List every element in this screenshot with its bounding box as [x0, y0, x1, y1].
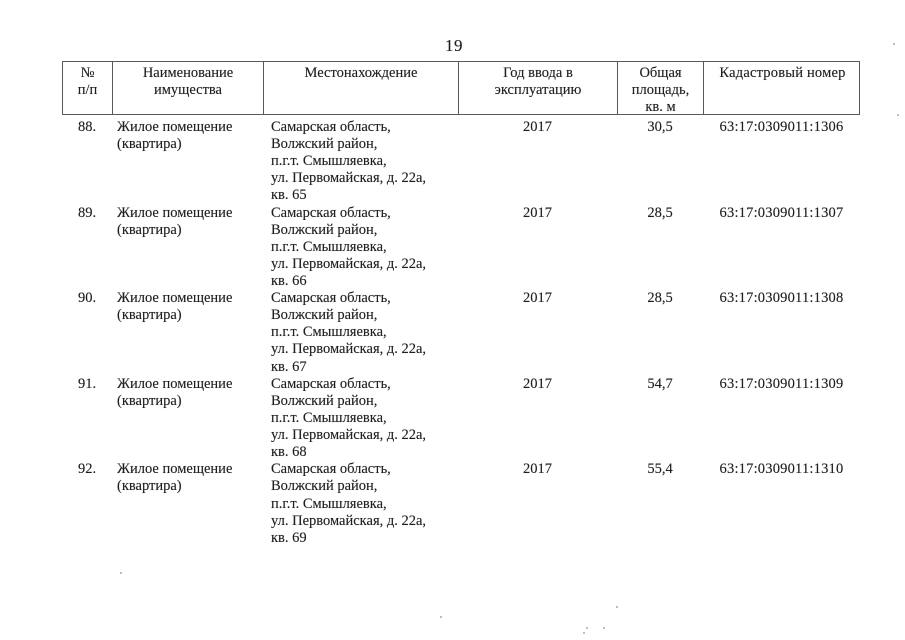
cell-num: 90.: [77, 290, 97, 307]
scan-speck: [583, 632, 585, 634]
cell-name: Жилое помещение (квартира): [117, 204, 233, 238]
scan-speck: [897, 114, 899, 116]
cell-location: Самарская область, Волжский район, п.г.т…: [271, 461, 427, 546]
cell-year: 2017: [523, 461, 552, 478]
scan-speck: [616, 606, 618, 608]
cell-cadastral: 63:17:0309011:1307: [719, 204, 844, 221]
table-row: 92. Жилое помещение (квартира) Самарская…: [62, 461, 860, 547]
cell-year: 2017: [523, 204, 552, 221]
scan-speck: [586, 627, 588, 629]
cell-cadastral: 63:17:0309011:1308: [719, 290, 844, 307]
column-header-area: Общая площадь, кв. м: [618, 62, 704, 115]
cell-area: 28,5: [647, 204, 673, 221]
table-row: 90. Жилое помещение (квартира) Самарская…: [62, 290, 860, 376]
cell-name: Жилое помещение (квартира): [117, 461, 233, 495]
table-header-row: № п/п Наименование имущества Местонахожд…: [62, 61, 860, 115]
table-row: 91. Жилое помещение (квартира) Самарская…: [62, 376, 860, 462]
cell-num: 88.: [77, 119, 97, 135]
property-table: № п/п Наименование имущества Местонахожд…: [62, 61, 860, 547]
column-header-num: № п/п: [63, 62, 113, 114]
table-row: 89. Жилое помещение (квартира) Самарская…: [62, 205, 860, 291]
cell-year: 2017: [523, 375, 552, 392]
cell-cadastral: 63:17:0309011:1306: [719, 119, 844, 135]
scan-speck: [893, 43, 895, 45]
cell-location: Самарская область, Волжский район, п.г.т…: [271, 290, 427, 375]
table-body: 88. Жилое помещение (квартира) Самарская…: [62, 115, 860, 547]
column-header-name: Наименование имущества: [113, 62, 264, 114]
cell-area: 55,4: [647, 461, 673, 478]
cell-num: 91.: [77, 375, 97, 392]
cell-name: Жилое помещение (квартира): [117, 119, 233, 153]
cell-cadastral: 63:17:0309011:1310: [719, 461, 844, 478]
scan-speck: [440, 616, 442, 618]
cell-num: 92.: [77, 461, 97, 478]
cell-name: Жилое помещение (квартира): [117, 290, 233, 324]
cell-location: Самарская область, Волжский район, п.г.т…: [271, 119, 427, 204]
column-header-cadastral: Кадастровый номер: [719, 65, 846, 81]
page-number: 19: [445, 36, 463, 55]
cell-num: 89.: [77, 204, 97, 221]
cell-year: 2017: [523, 119, 552, 135]
column-header-year: Год ввода в эксплуатацию: [459, 62, 618, 114]
cell-year: 2017: [523, 290, 552, 307]
cell-area: 30,5: [647, 119, 673, 135]
cell-area: 28,5: [647, 290, 673, 307]
cell-name: Жилое помещение (квартира): [117, 375, 233, 409]
cell-location: Самарская область, Волжский район, п.г.т…: [271, 204, 427, 289]
table-row: 88. Жилое помещение (квартира) Самарская…: [62, 119, 860, 205]
scan-speck: [120, 572, 122, 574]
column-header-location: Местонахождение: [264, 62, 459, 114]
cell-cadastral: 63:17:0309011:1309: [719, 375, 844, 392]
scan-speck: [603, 627, 605, 629]
cell-location: Самарская область, Волжский район, п.г.т…: [271, 375, 427, 461]
cell-area: 54,7: [647, 375, 673, 392]
